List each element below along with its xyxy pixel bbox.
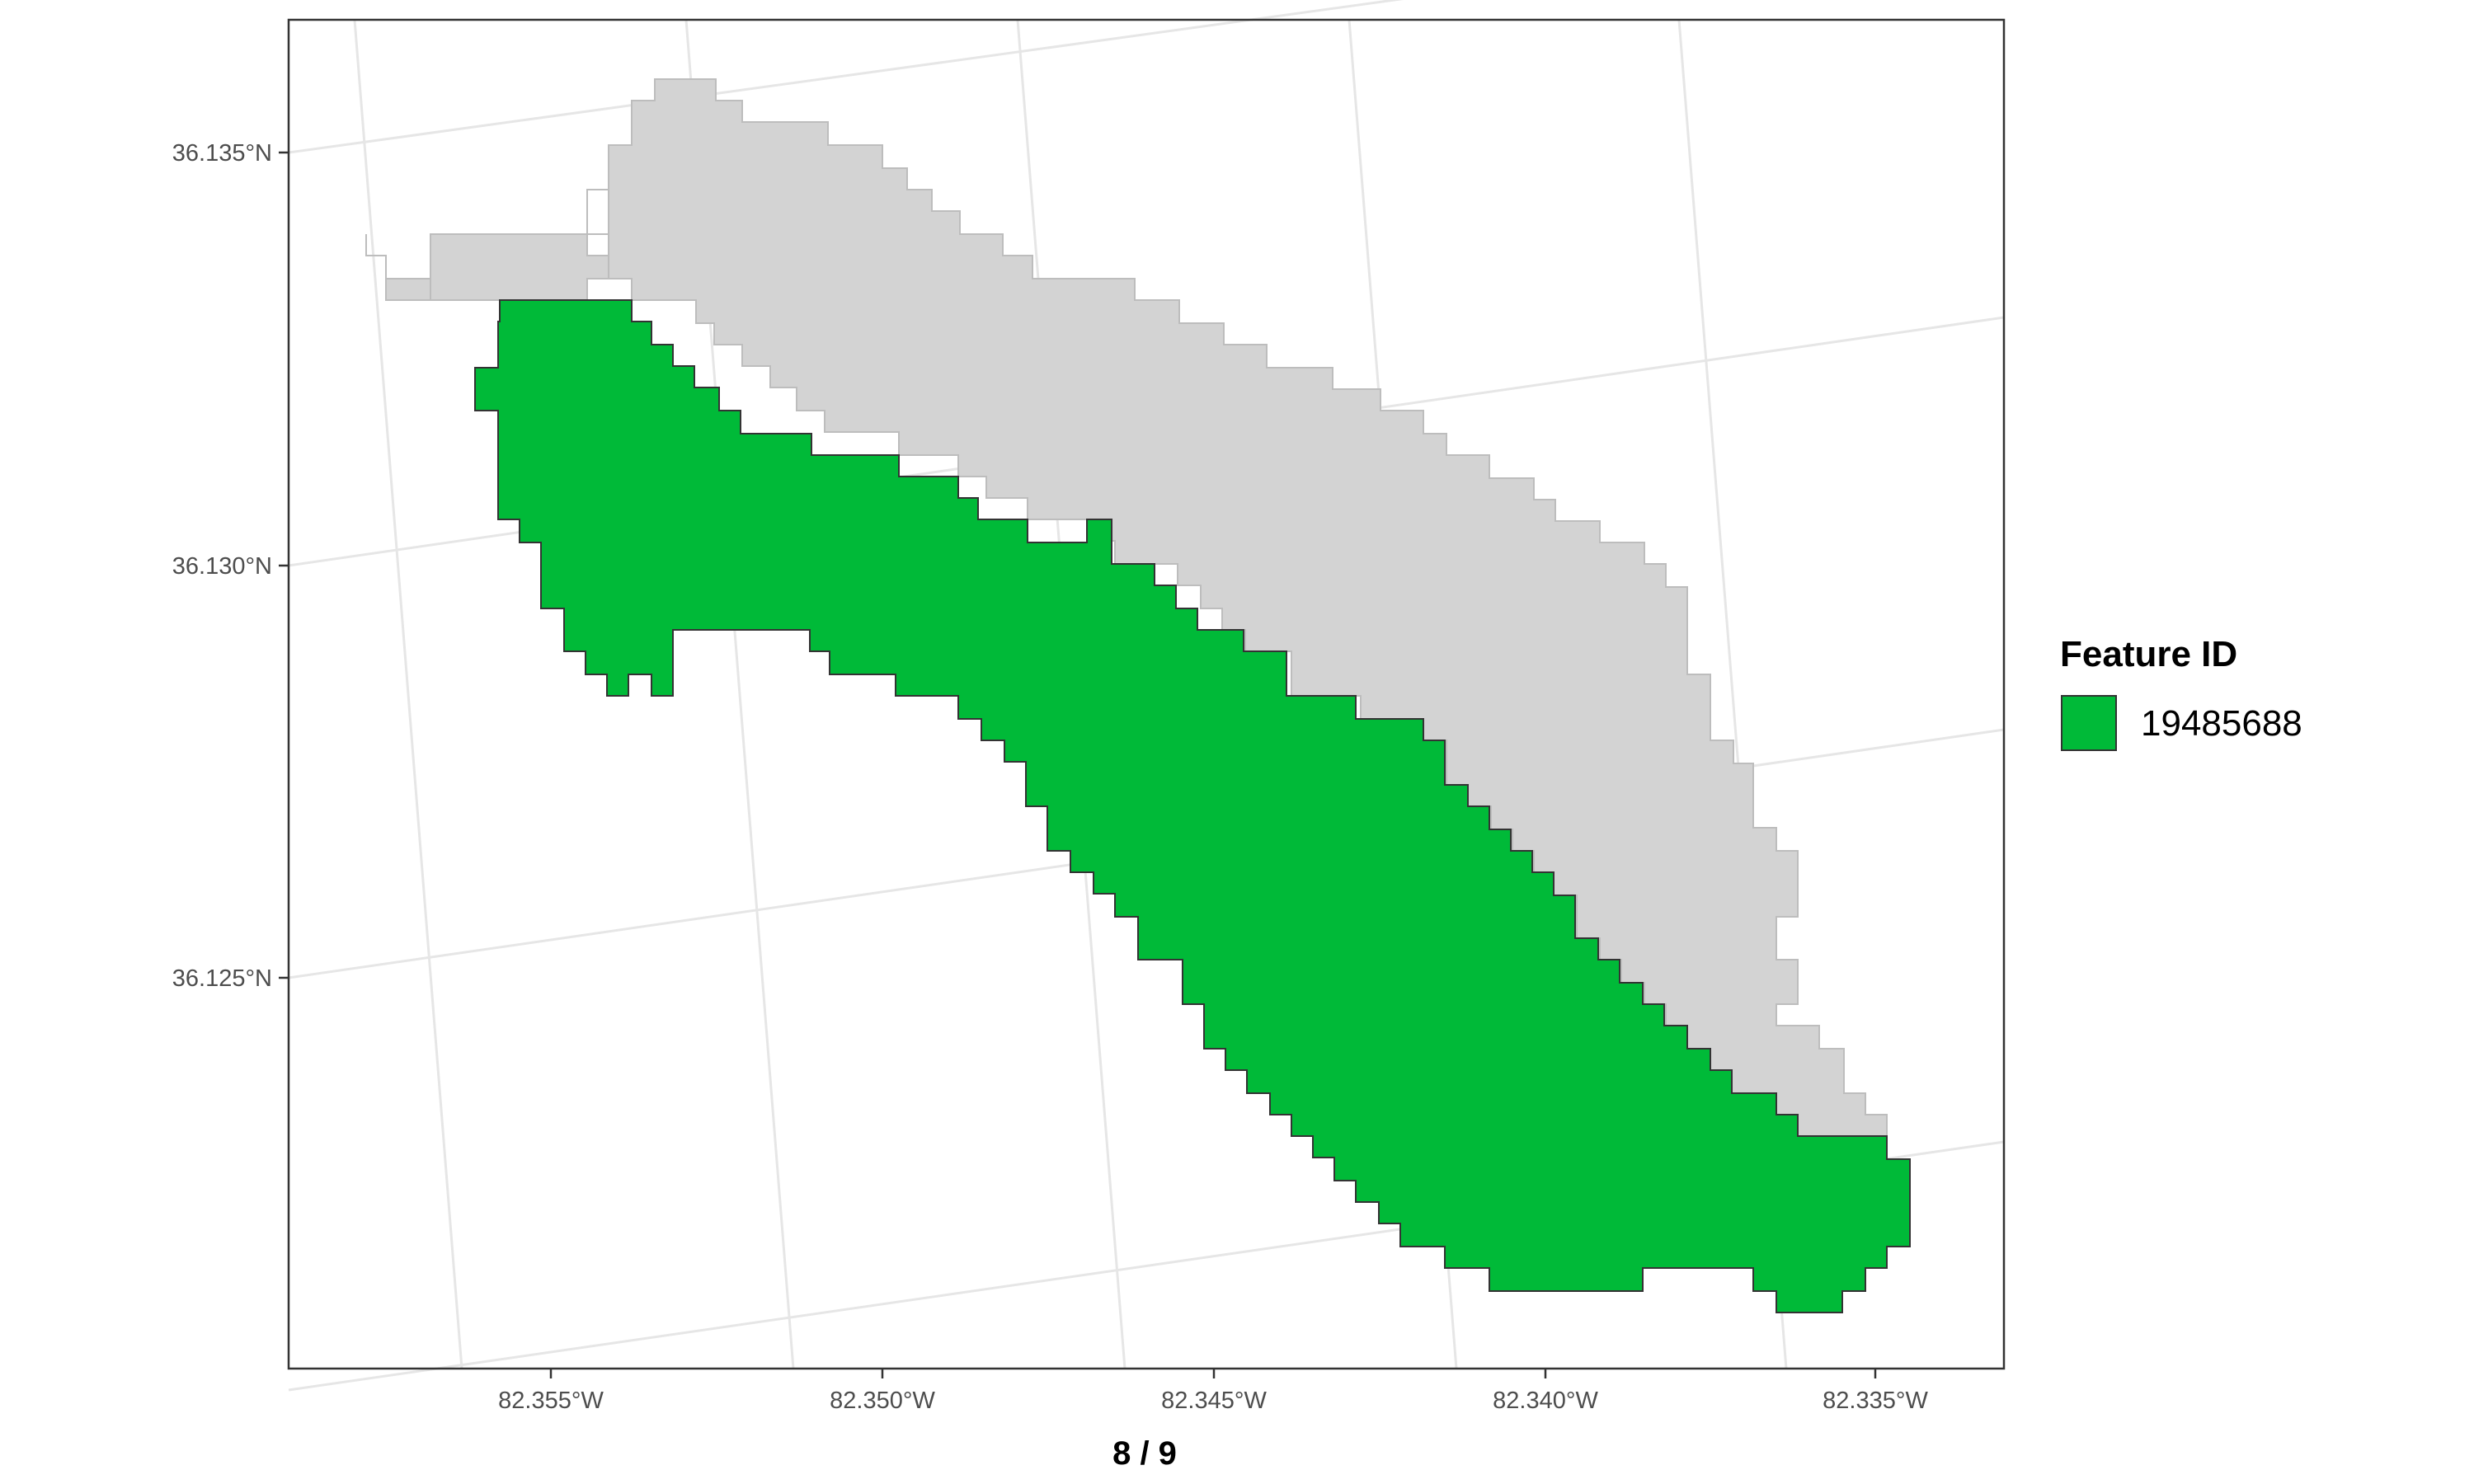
x-tick-label: 82.340°W — [1493, 1388, 1598, 1414]
highlighted-catchment — [474, 299, 1911, 1313]
x-axis: 82.355°W 82.350°W 82.345°W 82.340°W 82.3… — [498, 1369, 1928, 1414]
legend-title: Feature ID — [2060, 634, 2237, 674]
x-tick-label: 82.345°W — [1161, 1388, 1267, 1414]
meridian-line — [353, 19, 463, 1369]
x-tick-label: 82.335°W — [1823, 1388, 1928, 1414]
x-tick-label: 82.350°W — [830, 1388, 935, 1414]
y-tick-label: 36.135°N — [172, 140, 272, 167]
y-axis: 36.135°N 36.130°N 36.125°N — [172, 140, 289, 992]
figure-caption: 8 / 9 — [1112, 1435, 1177, 1472]
legend: Feature ID 19485688 — [2060, 634, 2302, 751]
legend-entry-label: 19485688 — [2141, 703, 2302, 744]
legend-key-swatch — [2061, 695, 2117, 751]
background-catchment — [365, 78, 1888, 1137]
y-tick-label: 36.125°N — [172, 965, 272, 992]
y-tick-label: 36.130°N — [172, 553, 272, 580]
parallel-line — [288, 0, 1404, 154]
x-tick-label: 82.355°W — [498, 1388, 604, 1414]
map-panel — [287, 0, 2006, 1392]
panel-border — [287, 18, 2006, 1370]
